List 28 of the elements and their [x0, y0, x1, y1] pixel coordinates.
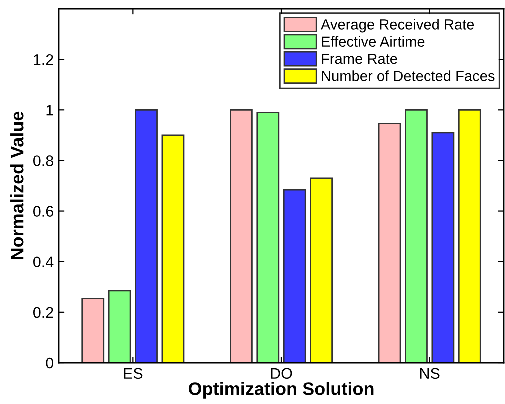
y-tick-label: 0.6: [34, 206, 54, 217]
legend-label: Effective Airtime: [322, 36, 425, 48]
y-tick-label: 0.8: [34, 156, 54, 166]
bar: [378, 123, 402, 363]
y-axis-title: Normalized Value: [10, 112, 24, 260]
bar: [108, 290, 132, 363]
legend-label: Frame Rate: [322, 54, 398, 64]
bar: [458, 109, 482, 363]
bar: [135, 109, 158, 363]
bar: [162, 134, 185, 363]
legend-label: Average Received Rate: [321, 19, 474, 33]
legend-label: Number of Detected Faces: [322, 70, 495, 82]
bar: [82, 298, 105, 363]
y-tick-label: 0: [46, 358, 54, 369]
bar: [405, 109, 428, 363]
bar: [256, 112, 280, 363]
x-tick-label: NS: [420, 368, 440, 380]
y-tick-label: 0.2: [34, 307, 54, 318]
bar: [283, 189, 306, 363]
y-tick-label: 1.2: [34, 54, 54, 66]
bar: [432, 132, 455, 363]
bar: [310, 178, 333, 363]
x-tick-label: ES: [124, 368, 143, 380]
bar: [230, 109, 253, 363]
x-tick-label: DO: [271, 368, 292, 380]
y-tick-label: 0.4: [34, 256, 54, 268]
y-tick-label: 1: [46, 105, 54, 116]
x-axis-title: Optimization Solution: [188, 382, 374, 399]
